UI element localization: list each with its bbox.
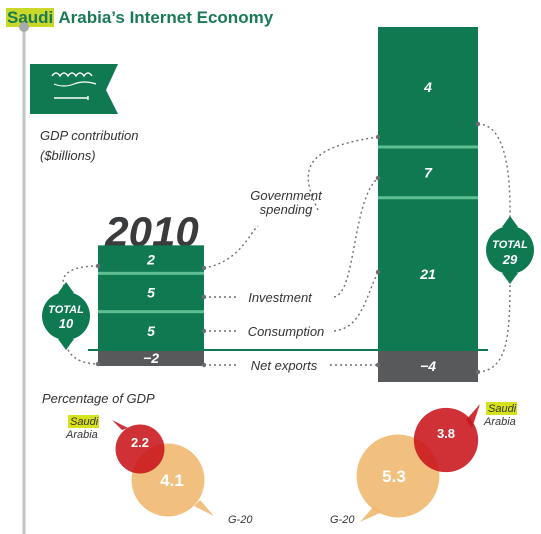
label-net-exports: Net exports — [251, 358, 318, 373]
bar-value-2010-government-spending: 2 — [146, 251, 155, 267]
total-2010-value: 10 — [59, 316, 74, 331]
bar-value-2016-government-spending: 4 — [423, 79, 432, 95]
connector-dots — [95, 121, 481, 375]
total-2010-label: TOTAL — [48, 304, 84, 316]
bar-divider — [98, 310, 204, 314]
bubble-value-g20-2016: 5.3 — [382, 467, 406, 486]
saudi-flag-icon — [30, 64, 118, 114]
title-highlight: Saudi — [6, 8, 55, 27]
bubble-group: 4.1 2.2 5.3 3.8 — [112, 404, 480, 522]
bar-value-2010-net-exports: −2 — [143, 350, 159, 366]
bar-value-2016-net-exports: −4 — [420, 358, 436, 374]
connector-lines — [62, 123, 511, 373]
total-2010-badge: TOTAL 10 — [42, 282, 90, 350]
bar-divider — [378, 196, 478, 200]
bar-value-2010-consumption: 5 — [147, 323, 155, 339]
bar-value-2010-investment: 5 — [147, 285, 155, 301]
saudi-2010-label-line1: Saudi — [70, 416, 99, 428]
saudi-2016-highlight — [486, 402, 517, 415]
bar-2010-investment — [98, 273, 204, 312]
bar-2016-consumption — [378, 197, 478, 350]
bar-2016-net-exports — [378, 350, 478, 382]
gdp-label-line2: ($billions) — [40, 148, 96, 163]
bubble-value-saudi-2010: 2.2 — [131, 435, 149, 450]
bar-value-2016-consumption: 21 — [419, 266, 436, 282]
total-2016-value: 29 — [502, 252, 518, 267]
g20-2010-label: G-20 — [228, 514, 253, 526]
bubble-value-saudi-2016: 3.8 — [437, 426, 455, 441]
bubble-tail-g20-2010 — [194, 500, 214, 516]
total-2016-label: TOTAL — [492, 239, 528, 251]
saudi-2016-label-line1: Saudi — [488, 403, 517, 415]
bar-divider — [378, 145, 478, 149]
label-investment: Investment — [248, 290, 313, 305]
flag-pole-top — [19, 22, 29, 32]
total-2016-badge: TOTAL 29 — [486, 216, 534, 284]
pct-gdp-label: Percentage of GDP — [42, 391, 155, 406]
bar-2010-net-exports — [98, 350, 204, 366]
saudi-2010-label-line2: Arabia — [65, 429, 98, 441]
bubble-value-g20-2010: 4.1 — [160, 471, 184, 490]
label-consumption: Consumption — [248, 324, 325, 339]
label-government-line1: Government — [250, 188, 323, 203]
saudi-2016-label-line2: Arabia — [483, 416, 516, 428]
bar-value-2016-investment: 7 — [424, 164, 433, 180]
saudi-2010-highlight — [68, 415, 99, 428]
g20-2016-label: G-20 — [330, 514, 355, 526]
bar-2010-consumption — [98, 311, 204, 350]
bar-2010-government-spending — [98, 245, 204, 274]
bar-2016-investment — [378, 147, 478, 198]
bubble-saudi-2010 — [115, 424, 165, 474]
gdp-label-line1: GDP contribution — [40, 128, 139, 143]
bar-group: 5 5 2 −2 21 7 4 −4 — [98, 27, 478, 382]
chart-title: Saudi Arabia’s Internet Economy — [6, 8, 273, 28]
bar-2016-government-spending — [378, 27, 478, 147]
title-rest: Arabia’s Internet Economy — [54, 8, 274, 27]
label-government-line2: spending — [260, 202, 314, 217]
bubble-saudi-2016 — [413, 407, 479, 473]
bubble-tail-saudi-2010 — [112, 420, 128, 430]
bar-divider — [98, 271, 204, 275]
